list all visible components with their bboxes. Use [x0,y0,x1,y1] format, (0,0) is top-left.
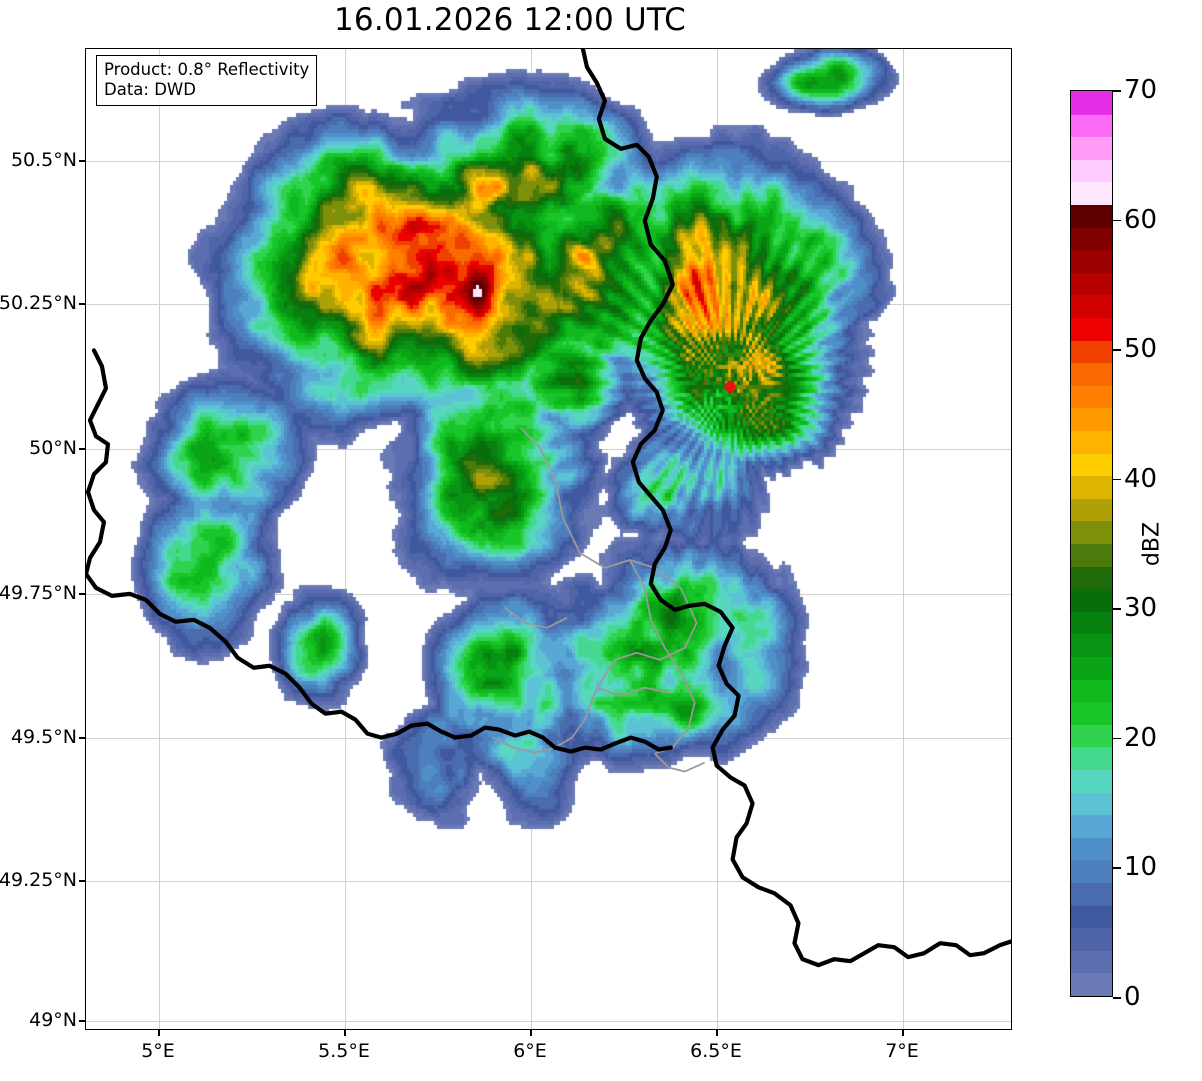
colorbar-band [1071,701,1112,725]
product-line: Product: 0.8° Reflectivity [104,60,310,79]
x-tick-label: 6.5°E [690,1040,742,1062]
y-tickmark [79,737,85,739]
colorbar-band [1071,362,1112,386]
colorbar-band [1071,814,1112,838]
colorbar-band [1071,950,1112,974]
colorbar-band [1071,430,1112,454]
colorbar-band [1071,136,1112,160]
colorbar-tick-label: 10 [1124,852,1158,883]
y-tick-label: 50.5°N [10,149,77,171]
x-tickmark [530,1030,532,1036]
y-tickmark [79,1020,85,1022]
colorbar-title: dBZ [1139,521,1165,567]
x-tick-label: 6°E [513,1040,547,1062]
colorbar-band [1071,475,1112,499]
y-tickmark [79,880,85,882]
colorbar-band [1071,407,1112,431]
colorbar-tickmark [1113,90,1121,92]
colorbar-band [1071,498,1112,522]
y-tick-label: 49.25°N [0,869,77,891]
y-tick-label: 49°N [29,1009,77,1031]
colorbar-band [1071,339,1112,364]
colorbar-band [1071,972,1112,996]
radar-site-marker[interactable] [724,381,736,393]
colorbar-band [1071,565,1112,590]
colorbar-tickmark [1113,737,1121,740]
map-canvas [86,49,1011,1029]
y-tick-label: 49.75°N [0,582,77,604]
page-title: 16.01.2026 12:00 UTC [334,2,686,38]
colorbar-tick-label: 20 [1124,722,1158,753]
colorbar-band [1071,769,1112,793]
colorbar-tick-label: 60 [1124,204,1158,235]
colorbar-tick-label: 0 [1124,982,1141,1012]
colorbar-tickmark [1113,219,1121,222]
colorbar-tick-label: 50 [1124,334,1158,365]
colorbar-band [1071,588,1112,612]
y-tickmark [79,593,85,595]
colorbar-band [1071,791,1112,816]
y-tickmark [79,303,85,305]
colorbar-band [1071,294,1112,318]
radar-reflectivity-layer [86,49,1011,1029]
y-tickmark [79,160,85,162]
colorbar-tick-label: 30 [1124,593,1158,624]
colorbar-band [1071,904,1112,929]
colorbar-band [1071,113,1112,138]
map-axes[interactable] [85,48,1012,1030]
colorbar-band [1071,452,1112,477]
colorbar-band [1071,385,1112,409]
y-tick-label: 50.25°N [0,292,77,314]
colorbar-band [1071,633,1112,657]
colorbar-band [1071,226,1112,251]
x-tick-label: 5°E [141,1040,175,1062]
colorbar-band [1071,520,1112,544]
colorbar-band [1071,611,1112,635]
colorbar-tick-label: 40 [1124,463,1158,494]
colorbar-tickmark [1113,867,1121,870]
colorbar-band [1071,678,1112,703]
colorbar-band [1071,272,1112,296]
x-tickmark [902,1030,904,1036]
x-tickmark [344,1030,346,1036]
colorbar-band [1071,317,1112,341]
colorbar-band [1071,724,1112,748]
colorbar-band [1071,927,1112,951]
x-tick-label: 7°E [885,1040,919,1062]
product-info-box: Product: 0.8° Reflectivity Data: DWD [96,55,318,107]
y-tickmark [79,448,85,450]
colorbar-band [1071,91,1112,115]
colorbar-band [1071,181,1112,205]
colorbar-band [1071,159,1112,183]
colorbar-tickmark [1113,997,1121,999]
x-tickmark [158,1030,160,1036]
x-tickmark [716,1030,718,1036]
y-tick-label: 50°N [29,437,77,459]
colorbar-tickmark [1113,608,1121,610]
colorbar-tickmark [1113,349,1121,351]
x-tick-label: 5.5°E [318,1040,370,1062]
colorbar[interactable] [1070,90,1113,997]
colorbar-band [1071,249,1112,273]
data-source-line: Data: DWD [104,80,196,100]
colorbar-band [1071,882,1112,906]
colorbar-tick-label: 70 [1124,75,1158,105]
colorbar-band [1071,746,1112,770]
colorbar-tickmark [1113,478,1121,481]
colorbar-band [1071,859,1112,883]
colorbar-band [1071,837,1112,861]
y-tick-label: 49.5°N [10,726,77,748]
colorbar-band [1071,543,1112,567]
colorbar-band [1071,656,1112,680]
colorbar-band [1071,204,1112,228]
